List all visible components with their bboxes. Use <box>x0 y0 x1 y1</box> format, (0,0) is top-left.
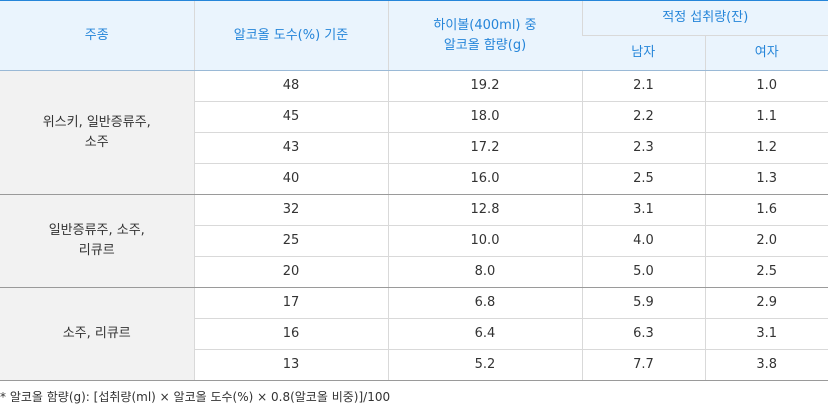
header-abv: 알코올 도수(%) 기준 <box>193 0 388 71</box>
female-cell: 1.0 <box>704 70 828 102</box>
content-cell: 17.2 <box>387 132 582 164</box>
content-cell: 8.0 <box>387 256 582 288</box>
content-cell: 10.0 <box>387 225 582 257</box>
abv-cell: 13 <box>193 349 388 381</box>
female-cell: 1.1 <box>704 101 828 133</box>
kind-line1: 소주, 리큐르 <box>62 326 131 341</box>
male-cell: 2.1 <box>581 70 705 102</box>
abv-cell: 25 <box>193 225 388 257</box>
abv-cell: 40 <box>193 163 388 195</box>
male-cell: 6.3 <box>581 318 705 350</box>
abv-cell: 43 <box>193 132 388 164</box>
abv-cell: 20 <box>193 256 388 288</box>
table-header: 주종 알코올 도수(%) 기준 하이볼(400ml) 중 알코올 함량(g) 적… <box>0 0 828 71</box>
female-cell: 1.6 <box>704 194 828 226</box>
footnote: * 알코올 함량(g): [섭취량(ml) × 알코올 도수(%) × 0.8(… <box>0 390 391 404</box>
content-cell: 6.4 <box>387 318 582 350</box>
female-cell: 3.1 <box>704 318 828 350</box>
table-row: 25 10.0 4.0 2.0 <box>0 225 828 257</box>
kind-line1: 위스키, 일반증류주, <box>42 114 151 130</box>
female-cell: 1.2 <box>704 132 828 164</box>
female-cell: 2.0 <box>704 225 828 257</box>
male-cell: 2.3 <box>581 132 705 164</box>
table-row: 위스키, 일반증류주, 소주 48 19.2 2.1 1.0 <box>0 70 828 195</box>
female-cell: 2.9 <box>704 287 828 319</box>
header-content-line2: 알코올 함량(g) <box>443 37 527 53</box>
abv-cell: 45 <box>193 101 388 133</box>
female-cell: 3.8 <box>704 349 828 381</box>
abv-cell: 17 <box>193 287 388 319</box>
header-content-line1: 하이볼(400ml) 중 <box>433 17 537 33</box>
kind-cell: 소주, 리큐르 <box>0 287 194 381</box>
abv-cell: 16 <box>193 318 388 350</box>
table-row: 일반증류주, 소주, 리큐르 32 12.8 3.1 1.6 <box>0 194 828 288</box>
table-row: 45 18.0 2.2 1.1 <box>0 101 828 133</box>
kind-line2: 소주 <box>84 134 109 150</box>
header-content: 하이볼(400ml) 중 알코올 함량(g) <box>387 0 582 71</box>
male-cell: 5.9 <box>581 287 705 319</box>
male-cell: 4.0 <box>581 225 705 257</box>
kind-cell: 일반증류주, 소주, 리큐르 <box>0 194 194 288</box>
content-cell: 19.2 <box>387 70 582 102</box>
abv-cell: 48 <box>193 70 388 102</box>
content-cell: 12.8 <box>387 194 582 226</box>
table-row: 13 5.2 7.7 3.8 <box>0 349 828 381</box>
male-cell: 7.7 <box>581 349 705 381</box>
table-row: 소주, 리큐르 17 6.8 5.9 2.9 <box>0 287 828 381</box>
alcohol-table: 주종 알코올 도수(%) 기준 하이볼(400ml) 중 알코올 함량(g) 적… <box>0 0 828 381</box>
table-row: 20 8.0 5.0 2.5 <box>0 256 828 288</box>
content-cell: 16.0 <box>387 163 582 195</box>
kind-line2: 리큐르 <box>78 243 115 258</box>
content-cell: 6.8 <box>387 287 582 319</box>
table-row: 40 16.0 2.5 1.3 <box>0 163 828 195</box>
table-row: 16 6.4 6.3 3.1 <box>0 318 828 350</box>
header-male: 남자 <box>582 35 705 71</box>
kind-line1: 일반증류주, 소주, <box>48 223 145 238</box>
kind-cell: 위스키, 일반증류주, 소주 <box>0 70 194 195</box>
table-body: 위스키, 일반증류주, 소주 48 19.2 2.1 1.0 45 18.0 2.2 1.1 43 1… <box>0 70 828 381</box>
female-cell: 2.5 <box>704 256 828 288</box>
abv-cell: 32 <box>193 194 388 226</box>
header-kind: 주종 <box>0 0 194 71</box>
male-cell: 2.2 <box>581 101 705 133</box>
content-cell: 5.2 <box>387 349 582 381</box>
content-cell: 18.0 <box>387 101 582 133</box>
header-intake: 적정 섭취량(잔) <box>581 0 828 36</box>
male-cell: 3.1 <box>581 194 705 226</box>
male-cell: 5.0 <box>581 256 705 288</box>
male-cell: 2.5 <box>581 163 705 195</box>
header-female: 여자 <box>704 35 828 71</box>
table-row: 43 17.2 2.3 1.2 <box>0 132 828 164</box>
female-cell: 1.3 <box>704 163 828 195</box>
